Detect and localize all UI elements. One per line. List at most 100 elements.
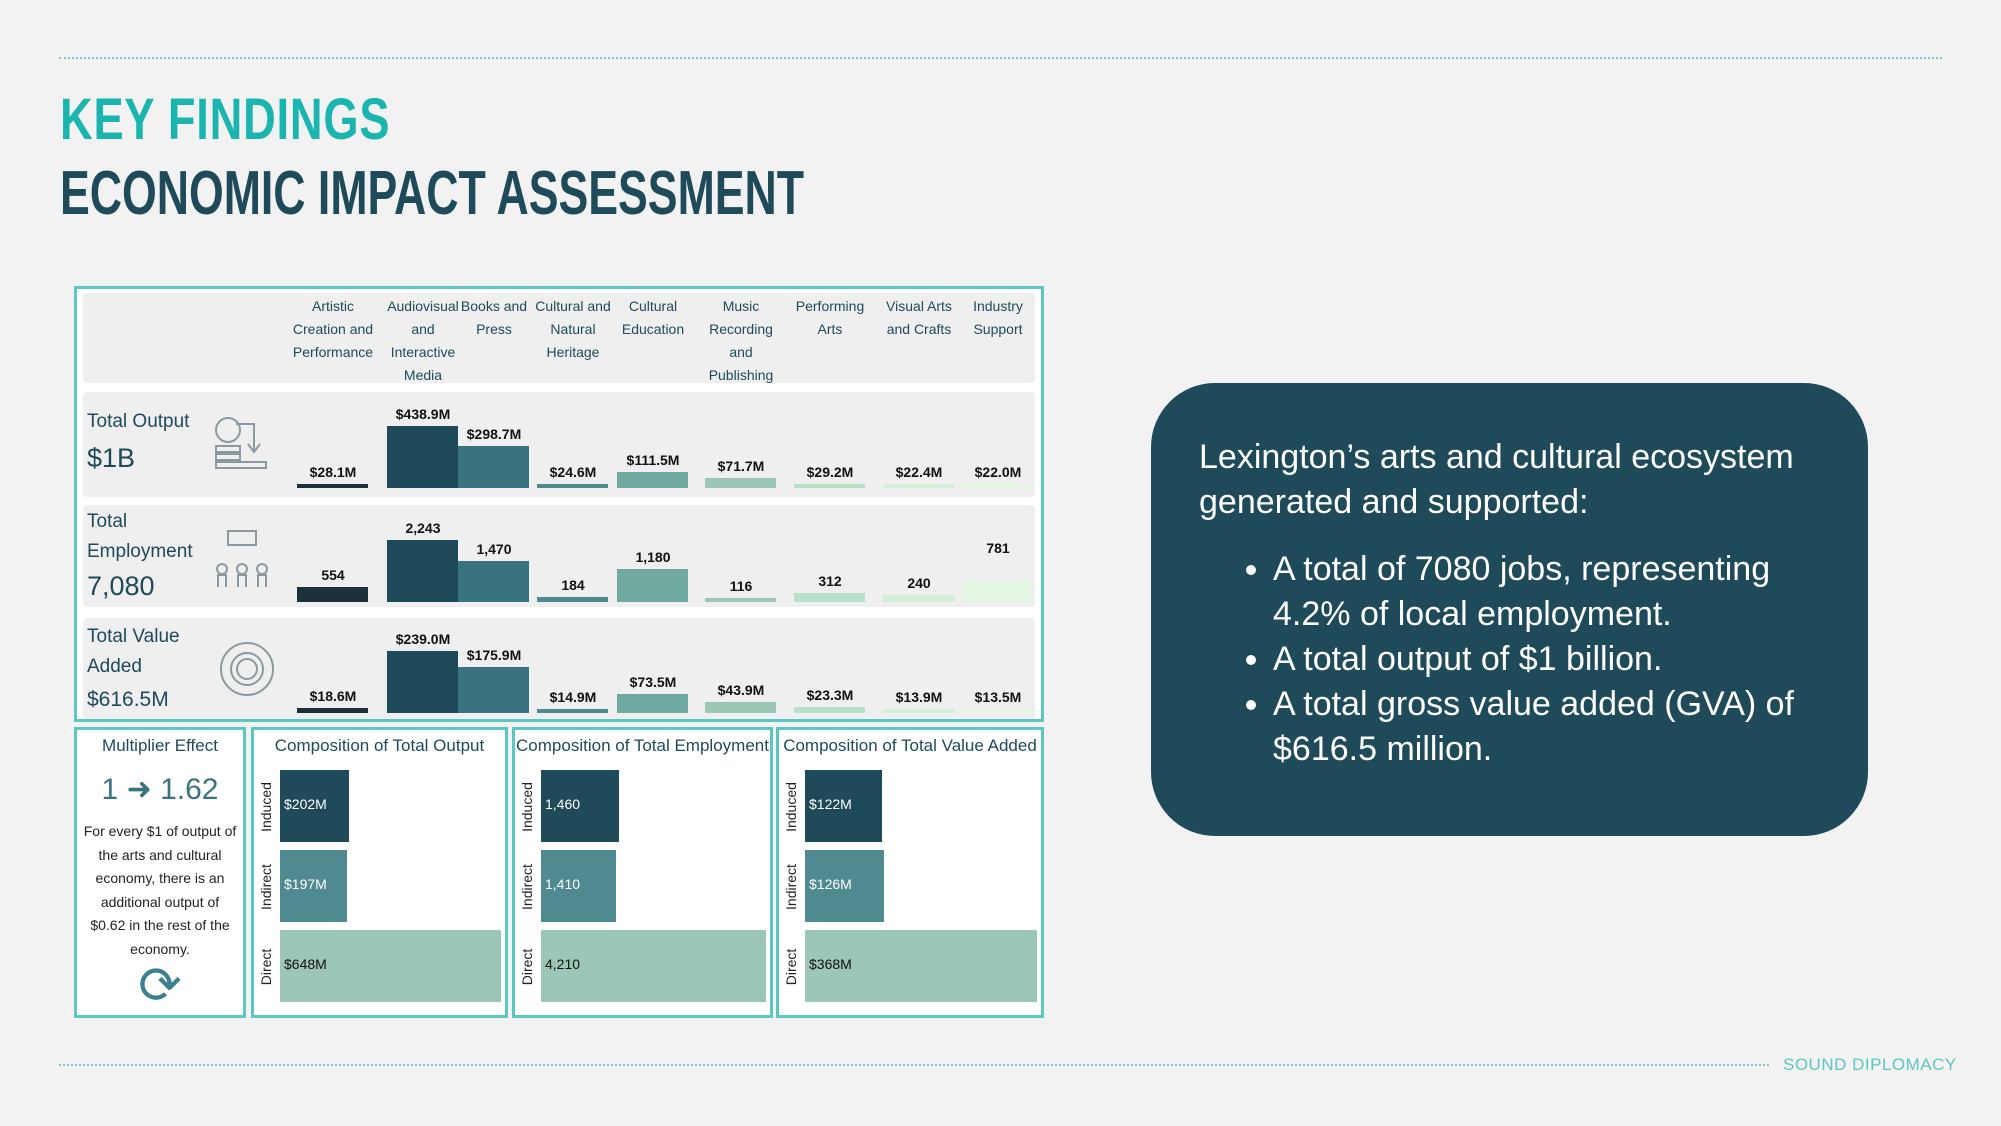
bar <box>617 569 688 602</box>
panel-title: Composition of Total Value Added <box>783 736 1037 755</box>
bar-label: 1,410 <box>545 876 581 892</box>
value-cycle-icon <box>220 642 274 696</box>
summary-item: A total of 7080 jobs, representing 4.2% … <box>1273 547 1820 637</box>
column-header: Cultural Education <box>621 298 685 337</box>
bar <box>297 586 368 602</box>
row-value-output: $1B <box>87 443 136 473</box>
bar-label: $43.9M <box>717 681 765 698</box>
summary-card: Lexington’s arts and cultural ecosystem … <box>1151 383 1868 836</box>
bar <box>387 540 458 602</box>
column-header: Artistic Creation and Performance <box>292 298 374 360</box>
composition-bar: 1,410 <box>541 850 617 922</box>
refresh-cycle-icon: ⟳ <box>138 957 182 1015</box>
multiplier-to: 1.62 <box>160 773 219 806</box>
bar <box>458 561 529 602</box>
bar-label: $28.1M <box>309 464 357 480</box>
category-axis-label: Indirect <box>258 864 274 910</box>
bar-label: $298.7M <box>466 425 522 442</box>
bar <box>794 483 865 488</box>
category-axis-label: Indirect <box>783 864 799 910</box>
composition-bar: $197M <box>280 850 348 922</box>
bar-label: $126M <box>809 876 852 892</box>
bottom-divider <box>59 1064 1769 1066</box>
bar <box>387 426 458 488</box>
bar-label: 781 <box>986 540 1010 557</box>
column-header: Cultural and Natural Heritage <box>535 298 611 360</box>
bar-label: $368M <box>809 956 852 972</box>
summary-intro: Lexington’s arts and cultural ecosystem … <box>1199 438 1794 521</box>
multiplier-panel: Multiplier Effect 1 ➜ 1.62 For every $1 … <box>74 727 246 1018</box>
row-label-output: Total Output <box>87 411 190 432</box>
bar-label: $202M <box>284 796 327 812</box>
composition-bar: 4,210 <box>541 930 766 1002</box>
multiplier-ratio: 1 ➜ 1.62 <box>77 772 243 807</box>
category-axis-label: Indirect <box>519 864 535 910</box>
bar <box>962 580 1033 602</box>
output-band <box>83 392 1035 497</box>
panel-title: Composition of Total Employment <box>516 736 769 755</box>
bar-label: $23.3M <box>806 686 854 703</box>
composition-bar: $126M <box>805 850 885 922</box>
bar-label: $122M <box>809 796 852 812</box>
employment-icon <box>216 530 268 587</box>
composition-bar: $202M <box>280 770 349 842</box>
bar-label: $648M <box>284 956 327 972</box>
bar-label: $197M <box>284 876 327 892</box>
bar-label: $73.5M <box>629 673 677 690</box>
value-band <box>83 618 1035 719</box>
bar-label: 4,210 <box>545 956 581 972</box>
summary-item: A total output of $1 billion. <box>1273 637 1820 682</box>
bar-label: $22.0M <box>974 464 1022 480</box>
category-axis-label: Direct <box>519 948 535 986</box>
multiplier-title: Multiplier Effect <box>102 736 218 755</box>
bar-label: $29.2M <box>806 463 854 480</box>
bar <box>705 477 776 488</box>
composition-bar: $368M <box>805 930 1037 1002</box>
multiplier-text: For every $1 of output of the arts and c… <box>83 823 237 957</box>
summary-list: A total of 7080 jobs, representing 4.2% … <box>1199 547 1820 772</box>
bar-label: 312 <box>818 573 842 590</box>
bar-label: 240 <box>907 575 931 592</box>
bar-label: $13.9M <box>895 689 943 705</box>
header-band <box>83 293 1035 383</box>
bar <box>537 709 608 713</box>
row-label-value-added: Total Value Added <box>87 626 180 677</box>
panel-title: Composition of Total Output <box>274 736 485 755</box>
category-axis-label: Direct <box>258 948 274 986</box>
column-header: Industry Support <box>973 298 1023 337</box>
bar-label: 1,460 <box>545 796 581 812</box>
composition-bar: $648M <box>280 930 501 1002</box>
bar <box>705 598 776 602</box>
bar <box>794 706 865 713</box>
row-value-employment: 7,080 <box>87 571 155 601</box>
composition-bar: 1,460 <box>541 770 620 842</box>
category-axis-label: Induced <box>783 782 799 832</box>
arrow-right-icon: ➜ <box>126 773 152 806</box>
column-header: Audiovisual and Interactive Media <box>387 298 459 383</box>
bar-label: 1,180 <box>635 549 671 566</box>
category-axis-label: Induced <box>519 782 535 832</box>
money-flow-icon <box>215 417 267 469</box>
page-title: ECONOMIC IMPACT ASSESSMENT <box>60 159 805 228</box>
bar <box>883 484 954 488</box>
bar-label: $14.9M <box>549 689 597 705</box>
bar-label: 184 <box>561 576 585 593</box>
kicker: KEY FINDINGS <box>60 87 391 152</box>
summary-item: A total gross value added (GVA) of $616.… <box>1273 682 1820 772</box>
bar <box>297 484 368 488</box>
bar-label: 2,243 <box>405 520 441 536</box>
column-header: Performing Arts <box>795 298 865 337</box>
composition-output-panel: Composition of Total Output Induced $202M I… <box>251 727 508 1018</box>
bar-label: $438.9M <box>395 406 451 422</box>
bar-label: $175.9M <box>466 647 522 664</box>
category-axis-label: Induced <box>258 782 274 832</box>
bar <box>387 651 458 713</box>
column-header: Music Recording and Publishing <box>708 298 774 383</box>
bar-label: 1,470 <box>476 541 512 558</box>
bar <box>883 709 954 713</box>
bar <box>537 484 608 488</box>
sector-table: Total Output $1B Total Employment 7,080 … <box>74 286 1044 722</box>
bar-label: $18.6M <box>309 688 357 705</box>
top-divider <box>59 57 1942 59</box>
bar-label: $239.0M <box>395 631 451 647</box>
